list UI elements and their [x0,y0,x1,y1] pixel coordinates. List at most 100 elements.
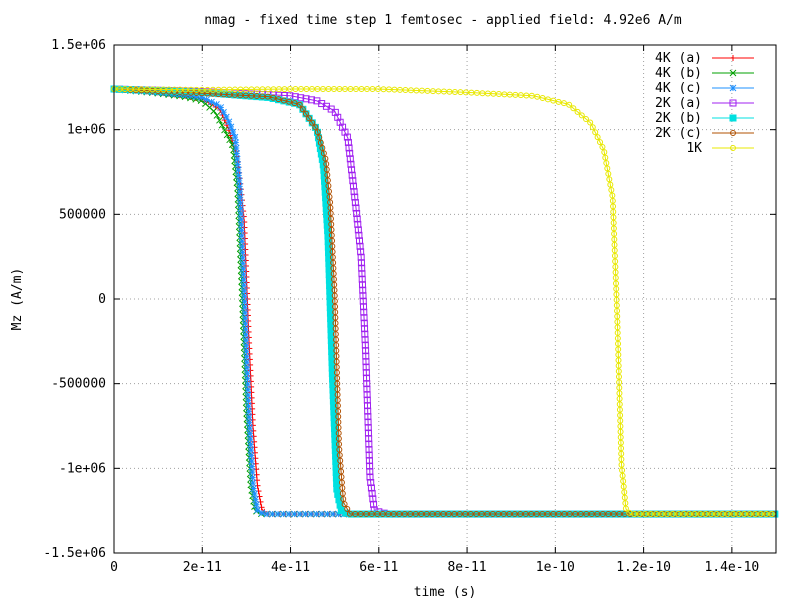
data-point [329,248,336,255]
data-point [346,149,354,157]
data-point [602,154,609,161]
data-point [231,133,239,141]
data-point [335,424,342,431]
data-point [249,474,256,481]
data-point [226,86,233,93]
data-point [244,391,252,399]
data-point [343,133,351,141]
x-tick-label: 8e-11 [447,560,486,575]
data-point [609,197,616,204]
data-point [198,90,205,97]
series-6 [111,86,776,518]
data-point [615,368,622,375]
data-point [364,418,372,426]
data-point [613,296,620,303]
data-point [363,402,371,410]
data-point [344,505,351,512]
data-point [302,510,309,518]
data-point [204,90,211,97]
data-point [618,450,625,457]
data-point [615,340,622,347]
data-point [335,413,342,420]
x-axis-label: time (s) [414,585,477,600]
data-point [592,129,599,136]
data-point [154,86,161,93]
data-point [259,86,266,93]
data-point [225,118,233,126]
data-point [332,303,339,310]
y-tick-label: -500000 [51,377,106,392]
data-point [324,171,331,178]
data-point [334,397,341,404]
data-point [369,495,377,503]
data-point [297,94,305,102]
data-point [355,237,363,245]
data-point [143,86,150,93]
data-point [238,243,246,251]
data-point [611,247,618,254]
y-axis-label: Mz (A/m) [10,268,25,331]
data-point [616,390,623,397]
data-point [334,380,341,387]
data-point [182,86,189,93]
data-point [363,374,371,382]
data-point [238,221,245,229]
data-point [566,101,573,108]
data-point [333,369,340,376]
data-point [251,438,258,445]
data-point [364,424,372,432]
series-line [113,88,776,515]
data-point [607,181,614,188]
data-point [198,86,205,93]
data-point [490,90,497,97]
data-point [610,208,617,215]
data-point [251,444,258,451]
data-point [528,92,535,99]
legend-marker [729,69,737,77]
data-point [560,100,567,107]
data-point [247,441,255,448]
data-point [329,243,336,250]
data-point [359,286,367,294]
data-point [363,380,371,388]
data-point [238,226,245,234]
data-point [237,210,245,218]
data-point [362,347,370,355]
legend-item: 4K (a) [655,51,754,66]
data-point [363,391,371,399]
data-point [327,204,334,211]
data-point [220,108,227,116]
data-point [621,489,628,496]
data-point [604,165,611,172]
data-point [240,281,248,289]
data-point [248,463,256,470]
data-point [323,160,330,167]
data-point [334,402,341,409]
data-point [611,230,618,237]
data-point [366,473,374,481]
data-point [216,116,223,124]
data-point [209,86,216,93]
data-point [336,118,344,126]
data-point [325,182,332,189]
data-point [348,166,356,174]
data-point [116,86,123,93]
data-point [236,183,244,190]
data-point [244,375,251,383]
data-point [495,91,502,98]
data-point [171,86,178,93]
data-point [242,325,249,333]
y-tick-label: 1.5e+06 [51,38,106,53]
data-point [296,510,304,518]
data-point [281,86,288,93]
data-point [355,231,363,239]
data-point [233,150,241,157]
data-point [361,330,369,338]
legend: 4K (a)4K (b)4K (c)2K (a)2K (b)2K (c)1K [655,51,754,156]
data-point [468,89,475,96]
data-point [275,96,282,103]
data-point [332,331,339,338]
data-point [248,86,255,93]
data-point [239,259,247,267]
data-point [138,86,145,93]
